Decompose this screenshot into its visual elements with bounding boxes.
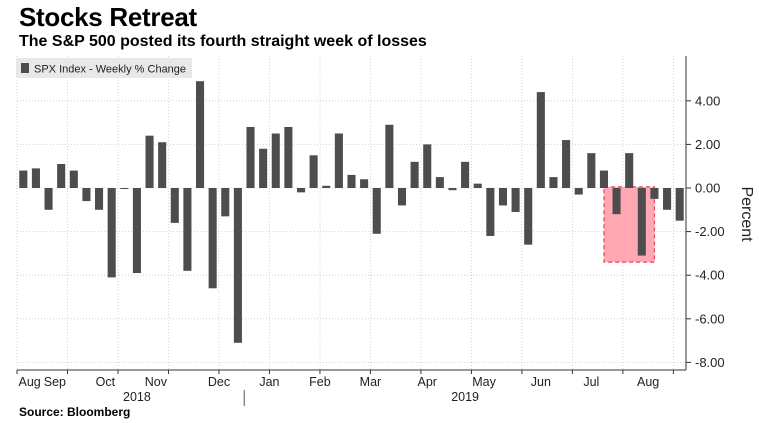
bar <box>31 168 40 188</box>
y-tick-label: -2.00 <box>695 224 725 239</box>
bar <box>612 188 621 215</box>
axis-layer: 4.00 2.00 0.00 -2.00 -4.00 -6.00 -8.00 Aug Sep Oc… <box>16 56 725 406</box>
bar <box>195 81 205 188</box>
source-note: Source: Bloomberg <box>19 405 131 419</box>
legend-swatch <box>21 63 29 73</box>
bar <box>95 188 104 210</box>
y-tick-label: -6.00 <box>695 311 725 326</box>
x-month-label: Jun <box>531 375 551 389</box>
bar <box>397 188 407 206</box>
bar <box>183 188 192 271</box>
x-month-label: Nov <box>145 375 168 389</box>
bar <box>107 188 116 278</box>
x-month-label: Aug <box>18 375 40 389</box>
x-month-label: Aug <box>637 375 659 389</box>
bar <box>334 133 343 188</box>
legend: SPX Index - Weekly % Change <box>16 58 192 78</box>
bar <box>587 153 596 188</box>
bar <box>246 126 255 188</box>
bar <box>625 153 634 188</box>
bar <box>423 144 432 188</box>
bar <box>385 124 394 188</box>
bar <box>57 164 66 188</box>
legend-label: SPX Index - Weekly % Change <box>34 64 186 76</box>
x-month-label: Feb <box>309 375 331 389</box>
bar <box>524 188 533 245</box>
x-month-label: Sep <box>44 375 66 389</box>
bar <box>145 135 154 188</box>
chart-subtitle: The S&P 500 posted its fourth straight w… <box>19 33 427 50</box>
x-month-label: Apr <box>418 375 437 389</box>
x-month-label: May <box>472 375 496 389</box>
bar <box>309 155 318 188</box>
highlight-region <box>603 186 656 263</box>
bar <box>562 140 571 188</box>
x-month-label: Jan <box>259 375 279 389</box>
bar <box>536 92 545 188</box>
bar <box>69 170 78 188</box>
chart-title: Stocks Retreat <box>19 2 197 32</box>
bar <box>549 177 558 188</box>
bars-layer <box>19 81 684 343</box>
bar <box>347 174 356 188</box>
bar <box>448 188 457 191</box>
bar <box>498 188 508 206</box>
bar <box>233 188 242 343</box>
bar <box>637 188 646 256</box>
bar <box>574 188 583 195</box>
highlight-layer <box>603 186 656 263</box>
bar <box>410 161 419 188</box>
x-month-label: Oct <box>96 375 116 389</box>
bar <box>663 188 672 210</box>
y-axis-label: Percent <box>738 186 755 242</box>
bar <box>296 188 306 193</box>
bar <box>511 188 520 212</box>
bar <box>170 188 179 223</box>
bar <box>372 188 381 234</box>
bar <box>132 188 141 274</box>
bar <box>44 188 53 210</box>
bar <box>271 133 280 188</box>
legend-background <box>16 58 192 78</box>
bar <box>82 188 91 202</box>
bar <box>435 177 444 188</box>
x-year-label: 2018 <box>123 390 151 404</box>
bar <box>461 161 470 188</box>
bar <box>473 183 482 188</box>
x-month-label: Dec <box>208 375 230 389</box>
bar <box>675 188 684 221</box>
bar <box>19 170 28 188</box>
grid-layer <box>16 56 686 370</box>
y-tick-label: -8.00 <box>695 355 725 370</box>
bar <box>158 142 167 188</box>
bar <box>322 185 331 188</box>
y-tick-label: 4.00 <box>695 93 720 108</box>
x-month-label: Jul <box>583 375 599 389</box>
x-year-label: 2019 <box>451 390 479 404</box>
bar <box>208 188 217 289</box>
x-month-label: Mar <box>360 375 382 389</box>
bar <box>284 126 293 188</box>
bar <box>360 179 369 188</box>
y-tick-label: -4.00 <box>695 268 725 283</box>
bar <box>486 188 495 236</box>
bar <box>120 188 129 189</box>
bar <box>259 148 268 188</box>
y-tick-label: 0.00 <box>695 181 720 196</box>
y-tick-label: 2.00 <box>695 137 720 152</box>
bar <box>650 188 659 199</box>
bar <box>599 170 608 188</box>
bar <box>221 188 230 217</box>
